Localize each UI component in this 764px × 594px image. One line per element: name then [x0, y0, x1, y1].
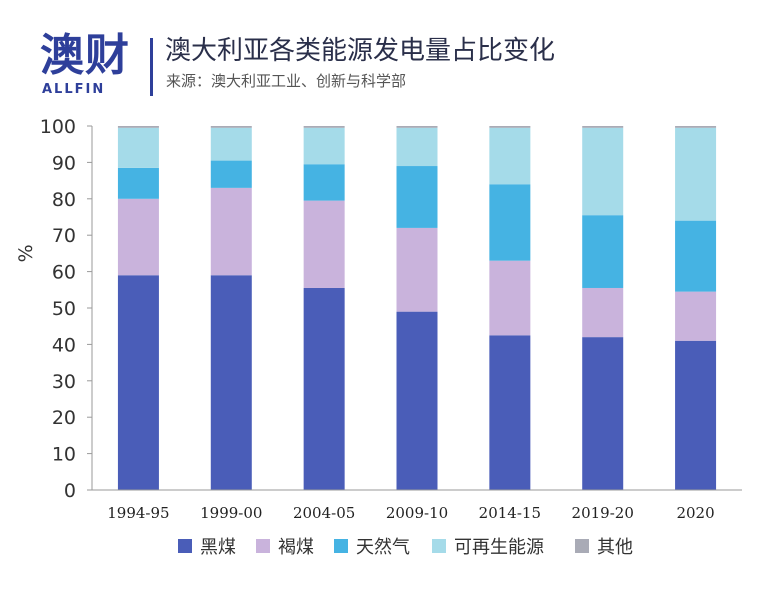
y-tick-label: 80 [52, 189, 76, 211]
legend-swatch [334, 539, 348, 553]
bar-segment-2009-10-黑煤 [396, 311, 438, 490]
logo-english-text: ALLFIN [42, 82, 106, 97]
bar-segment-1999-00-褐煤 [210, 187, 252, 276]
bar-segment-1994-95-其他 [117, 126, 159, 128]
header: 澳财 ALLFIN 澳大利亚各类能源发电量占比变化 来源：澳大利亚工业、创新与科… [0, 0, 764, 105]
bar-segment-2019-20-褐煤 [582, 287, 624, 338]
stacked-bar-chart: 0 10 20 30 40 50 60 70 80 90 100% 1994-95 1999-00 20… [15, 116, 742, 522]
legend: 黑煤 褐煤 天然气 可再生能源 其他 [0, 528, 764, 568]
x-tick-label: 1999-00 [200, 504, 262, 522]
bar-segment-2004-05-褐煤 [303, 200, 345, 288]
header-divider [150, 38, 153, 96]
bar-segment-1999-00-其他 [210, 126, 252, 128]
y-tick-label: 30 [52, 371, 76, 393]
bar-segment-2020-可再生能源 [675, 127, 717, 221]
y-tick-label: 20 [52, 407, 76, 429]
y-tick-label: 10 [52, 444, 76, 466]
bar-segment-2020-其他 [675, 126, 717, 128]
y-tick-label: 0 [64, 480, 76, 502]
bar-segment-2014-15-褐煤 [489, 260, 531, 336]
legend-item-其他: 其他 [575, 534, 633, 558]
bar-segment-1994-95-黑煤 [117, 275, 159, 490]
bar-segment-2009-10-天然气 [396, 166, 438, 228]
bars-group [117, 126, 717, 490]
bar-segment-2019-20-其他 [582, 126, 624, 128]
x-tick-label: 2014-15 [479, 504, 541, 522]
bar-segment-2004-05-其他 [303, 126, 345, 128]
y-tick-label: 60 [52, 262, 76, 284]
y-tick-label: 70 [52, 225, 76, 247]
bar-segment-2009-10-可再生能源 [396, 127, 438, 167]
legend-item-黑煤: 黑煤 [178, 534, 236, 558]
legend-swatch [178, 539, 192, 553]
bar-segment-2014-15-黑煤 [489, 335, 531, 490]
bar-segment-2004-05-黑煤 [303, 287, 345, 490]
bar-segment-2004-05-可再生能源 [303, 127, 345, 165]
x-tick-label: 2019-20 [572, 504, 634, 522]
legend-label: 可再生能源 [454, 537, 544, 558]
x-tick-label: 2009-10 [386, 504, 448, 522]
legend-label: 黑煤 [200, 537, 236, 558]
y-axis: 0 10 20 30 40 50 60 70 80 90 100% [15, 116, 93, 502]
chart-title: 澳大利亚各类能源发电量占比变化 [165, 36, 556, 66]
legend-item-可再生能源: 可再生能源 [432, 534, 544, 558]
legend-swatch [432, 539, 446, 553]
legend-swatch [575, 539, 589, 553]
y-axis-label: % [15, 244, 37, 262]
bar-segment-1994-95-可再生能源 [117, 127, 159, 168]
y-tick-label: 100 [40, 116, 76, 138]
bar-segment-2020-天然气 [675, 220, 717, 292]
y-tick-label: 40 [52, 334, 76, 356]
bar-segment-2004-05-天然气 [303, 164, 345, 201]
bar-segment-2014-15-其他 [489, 126, 531, 128]
bar-segment-2019-20-黑煤 [582, 337, 624, 490]
bar-segment-2020-黑煤 [675, 340, 717, 490]
bar-segment-2014-15-天然气 [489, 184, 531, 261]
legend-label: 其他 [597, 537, 633, 558]
x-tick-label: 1994-95 [107, 504, 169, 522]
legend-label: 褐煤 [278, 537, 314, 558]
bar-segment-2014-15-可再生能源 [489, 127, 531, 185]
bar-segment-2009-10-其他 [396, 126, 438, 128]
legend-item-天然气: 天然气 [334, 534, 410, 558]
bar-segment-2019-20-可再生能源 [582, 127, 624, 216]
x-tick-label: 2004-05 [293, 504, 355, 522]
bar-segment-2009-10-褐煤 [396, 227, 438, 312]
legend-swatch [256, 539, 270, 553]
y-tick-label: 50 [52, 298, 76, 320]
chart-source: 来源：澳大利亚工业、创新与科学部 [166, 72, 407, 90]
allfin-logo: 澳财 ALLFIN [40, 30, 150, 100]
x-axis: 1994-95 1999-00 2004-05 2009-10 2014-15 2019-… [92, 489, 742, 522]
x-tick-label: 2020 [676, 504, 714, 522]
bar-segment-1999-00-黑煤 [210, 275, 252, 490]
y-tick-label: 90 [52, 152, 76, 174]
logo-chinese-text: 澳财 [40, 30, 130, 81]
legend-label: 天然气 [356, 537, 410, 558]
bar-segment-2020-褐煤 [675, 291, 717, 341]
bar-segment-1994-95-褐煤 [117, 198, 159, 276]
bar-segment-1999-00-可再生能源 [210, 127, 252, 161]
bar-segment-1994-95-天然气 [117, 167, 159, 199]
legend-item-褐煤: 褐煤 [256, 534, 314, 558]
bar-segment-1999-00-天然气 [210, 160, 252, 188]
bar-segment-2019-20-天然气 [582, 215, 624, 288]
